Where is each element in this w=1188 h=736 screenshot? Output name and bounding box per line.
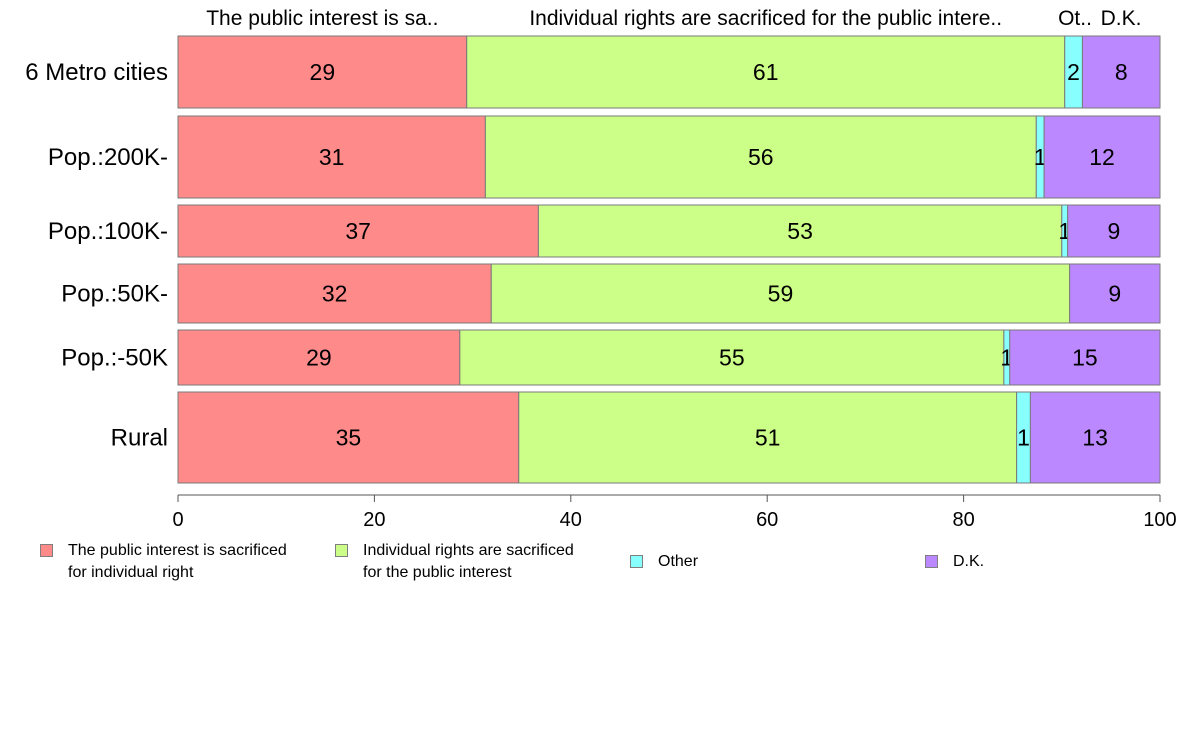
data-label: 29	[310, 59, 336, 85]
legend-swatch	[335, 544, 348, 557]
bar-segment	[1009, 329, 1161, 386]
data-label: 55	[719, 345, 745, 371]
data-label: 1	[1017, 425, 1030, 451]
data-label: 32	[322, 281, 348, 307]
data-label: 15	[1072, 345, 1098, 371]
bar-segment	[1067, 204, 1161, 258]
data-label: 35	[336, 425, 362, 451]
data-label: 59	[768, 281, 794, 307]
bar-segment	[1029, 391, 1161, 484]
bar-segment	[490, 263, 1071, 324]
data-label: 37	[345, 218, 371, 244]
data-label: 51	[755, 425, 781, 451]
category-label: Pop.:100K-	[48, 218, 168, 245]
series-header: D.K.	[1101, 7, 1142, 30]
bar-segment	[518, 391, 1018, 484]
bar-segment	[537, 204, 1063, 258]
data-label: 8	[1115, 59, 1128, 85]
category-label: 6 Metro cities	[25, 59, 168, 86]
legend-label: The public interest is sacrificed for in…	[68, 542, 287, 581]
bar-segment	[1069, 263, 1161, 324]
data-label: 29	[306, 345, 332, 371]
bar-segment	[177, 329, 461, 386]
series-header: Ot..	[1058, 7, 1092, 30]
x-tick-label: 20	[363, 509, 385, 531]
category-label: Rural	[111, 425, 168, 452]
bar-segment	[1081, 35, 1161, 109]
data-label: 9	[1108, 281, 1121, 307]
legend-label: D.K.	[953, 553, 985, 570]
category-label: Pop.:-50K	[61, 345, 168, 372]
data-label: 2	[1067, 59, 1080, 85]
series-header: Individual rights are sacrificed for the…	[529, 7, 1002, 30]
legend-swatch	[630, 555, 643, 568]
legend-label: Other	[658, 553, 699, 570]
bar-segment	[466, 35, 1066, 109]
series-header: The public interest is sa..	[206, 7, 438, 30]
x-tick-label: 60	[756, 509, 778, 531]
bar-segment	[484, 115, 1037, 199]
x-tick-label: 0	[172, 509, 183, 531]
bar-segment	[177, 115, 486, 199]
legend-item-individual-rights-sacrificed: Individual rights are sacrificed for the…	[335, 540, 574, 584]
bar-segment	[459, 329, 1005, 386]
legend-label: Individual rights are sacrificed for the…	[363, 542, 574, 581]
data-label: 53	[787, 218, 813, 244]
legend-swatch	[925, 555, 938, 568]
data-label: 12	[1089, 144, 1115, 170]
x-tick-label: 80	[952, 509, 974, 531]
category-label: Pop.:200K-	[48, 144, 168, 171]
x-tick-label: 40	[560, 509, 582, 531]
legend: The public interest is sacrificed for in…	[0, 540, 1188, 600]
legend-swatch	[40, 544, 53, 557]
bar-segment	[177, 204, 539, 258]
legend-item-other: Other	[630, 551, 698, 573]
bar-segment	[1043, 115, 1161, 199]
category-label: Pop.:50K-	[61, 281, 168, 308]
data-label: 31	[319, 144, 345, 170]
x-tick-label: 100	[1143, 509, 1176, 531]
data-label: 9	[1107, 218, 1120, 244]
data-label: 56	[748, 144, 774, 170]
data-label: 1	[1034, 144, 1047, 170]
legend-item-dk: D.K.	[925, 551, 984, 573]
bar-segment	[177, 391, 520, 484]
bar-segment	[177, 35, 468, 109]
legend-item-public-interest-sacrificed: The public interest is sacrificed for in…	[40, 540, 287, 584]
stacked-bar-chart: 29 61 2 8 6 Metro cities 31 56 1 12 Pop.:200K- 37 5…	[25, 7, 1176, 531]
data-label: 13	[1082, 425, 1108, 451]
bar-segment	[177, 263, 492, 324]
data-label: 61	[753, 59, 779, 85]
